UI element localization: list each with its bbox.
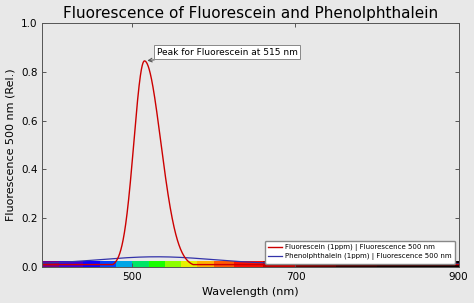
Phenolphthalein (1ppm) | Fluorescence 500 nm (88, 258, 94, 262)
Fluorescein (1ppm) | Fluorescence 500 nm (113, 260, 119, 263)
Phenolphthalein (1ppm) | Fluorescence 500 nm (113, 257, 119, 260)
Line: Fluorescein (1ppm) | Fluorescence 500 nm: Fluorescein (1ppm) | Fluorescence 500 nm (43, 61, 467, 265)
Fluorescein (1ppm) | Fluorescence 500 nm (221, 263, 227, 266)
Phenolphthalein (1ppm) | Fluorescence 500 nm (410, 262, 416, 266)
Y-axis label: Fluorescence 500 nm (Rel.): Fluorescence 500 nm (Rel.) (6, 69, 16, 221)
Phenolphthalein (1ppm) | Fluorescence 500 nm (292, 262, 298, 266)
Line: Phenolphthalein (1ppm) | Fluorescence 500 nm: Phenolphthalein (1ppm) | Fluorescence 50… (43, 257, 467, 264)
Title: Fluorescence of Fluorescein and Phenolphthalein: Fluorescence of Fluorescein and Phenolph… (63, 5, 438, 21)
Phenolphthalein (1ppm) | Fluorescence 500 nm (40, 261, 46, 265)
Phenolphthalein (1ppm) | Fluorescence 500 nm (202, 257, 208, 261)
Phenolphthalein (1ppm) | Fluorescence 500 nm (221, 258, 227, 262)
Phenolphthalein (1ppm) | Fluorescence 500 nm (456, 262, 462, 266)
Fluorescein (1ppm) | Fluorescence 500 nm (202, 263, 208, 266)
Legend: Fluorescein (1ppm) | Fluorescence 500 nm, Phenolphthalein (1ppm) | Fluorescence : Fluorescein (1ppm) | Fluorescence 500 nm… (265, 241, 455, 264)
Fluorescein (1ppm) | Fluorescence 500 nm (142, 59, 147, 63)
Phenolphthalein (1ppm) | Fluorescence 500 nm (154, 255, 159, 258)
X-axis label: Wavelength (nm): Wavelength (nm) (202, 288, 299, 298)
Fluorescein (1ppm) | Fluorescence 500 nm (464, 263, 470, 266)
Fluorescein (1ppm) | Fluorescence 500 nm (410, 263, 416, 266)
Text: Peak for Fluorescein at 515 nm: Peak for Fluorescein at 515 nm (148, 48, 298, 62)
Fluorescein (1ppm) | Fluorescence 500 nm (456, 263, 461, 266)
Fluorescein (1ppm) | Fluorescence 500 nm (40, 263, 46, 266)
Phenolphthalein (1ppm) | Fluorescence 500 nm (464, 262, 470, 266)
Fluorescein (1ppm) | Fluorescence 500 nm (88, 263, 94, 266)
